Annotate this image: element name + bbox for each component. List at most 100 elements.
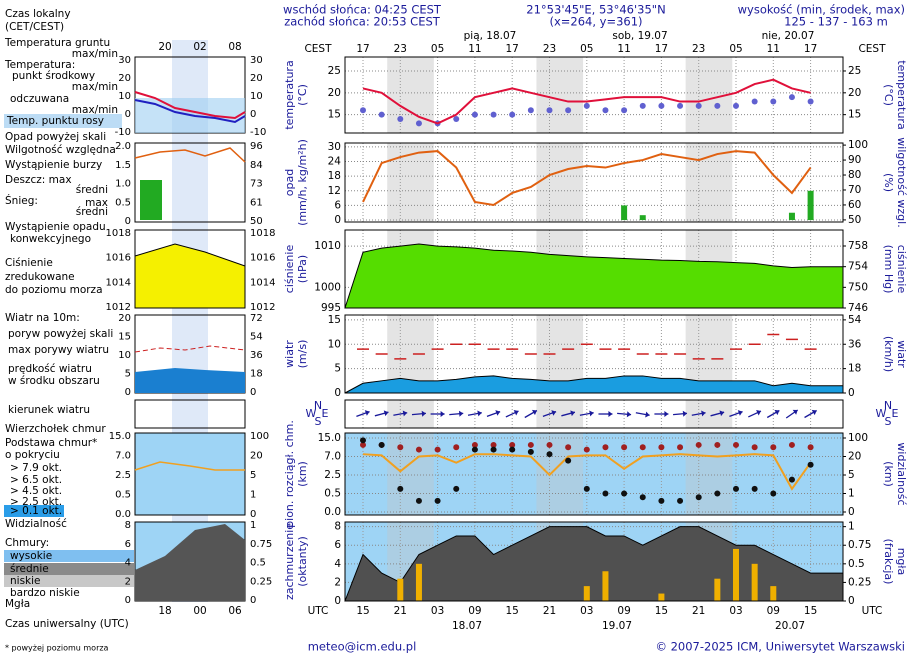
- dot: [770, 444, 777, 451]
- arrow-head: [570, 410, 575, 417]
- date-label: 18.07: [452, 620, 482, 632]
- y-tick-label: 6: [334, 539, 341, 551]
- dot: [509, 441, 516, 448]
- legend-text: Czas lokalny: [5, 8, 71, 20]
- dot: [807, 444, 814, 451]
- dot: [583, 485, 590, 492]
- mini-tick-label: 0: [125, 595, 131, 606]
- y2-tick-label: 0: [848, 387, 855, 399]
- mini-vis: [134, 461, 245, 471]
- legend-text: średni: [76, 206, 108, 218]
- panel-frame: [344, 314, 844, 394]
- wind-arrow: [561, 410, 576, 417]
- dot: [658, 497, 665, 504]
- mini-tick-label: 54: [250, 332, 263, 343]
- panel: [344, 432, 846, 516]
- mini-tick-label: 18: [250, 369, 263, 380]
- dot: [788, 94, 795, 101]
- wind-arrow: [748, 410, 762, 418]
- bar: [621, 205, 628, 221]
- dot: [602, 444, 609, 451]
- mini-time: 00: [193, 605, 206, 617]
- dot: [770, 98, 777, 105]
- legend-text: > 6.5 okt.: [10, 474, 62, 486]
- legend-text: o pokryciu: [5, 449, 60, 461]
- legend-text: średnie: [10, 563, 49, 575]
- dot: [490, 111, 497, 118]
- y-axis-label: zachmurzenie: [283, 523, 296, 600]
- utc-label: 15: [804, 605, 817, 617]
- legend-text: (CET/CEST): [5, 21, 64, 33]
- arrow-head: [458, 410, 464, 417]
- mini-time: 02: [193, 41, 206, 53]
- wind-arrow: [449, 410, 464, 417]
- arrow-head: [664, 411, 669, 417]
- mini-tick-label: 20: [250, 451, 263, 462]
- utc-label: 03: [431, 605, 444, 617]
- arrow-head: [756, 410, 761, 416]
- utc-label: 03: [729, 605, 742, 617]
- mini-rain: [140, 180, 162, 220]
- wind-arrow: [505, 410, 519, 418]
- copyright: © 2007-2025 ICM, Uniwersytet Warszawski: [655, 640, 905, 654]
- y2-tick-label: 20: [848, 451, 861, 463]
- compass-letter: W: [876, 407, 887, 420]
- y-tick-label: 8: [334, 521, 341, 533]
- y2-axis-label: widzialność: [895, 442, 908, 505]
- y2-tick-label: 5: [848, 469, 855, 481]
- utc-title: UTC: [308, 605, 329, 617]
- y2-axis-label: (%): [882, 173, 895, 192]
- dot: [677, 444, 684, 451]
- y2-tick-label: 0: [848, 595, 855, 607]
- dot: [639, 444, 646, 451]
- dot: [509, 446, 516, 453]
- y-axis-label: (hPa): [296, 255, 309, 283]
- series-line: [362, 150, 812, 206]
- panel: [344, 56, 846, 134]
- header-text: (x=264, y=361): [549, 15, 642, 29]
- bar: [770, 586, 777, 601]
- compass-letter: N: [314, 399, 322, 412]
- y2-axis-label: temperatura: [895, 60, 908, 129]
- mini-tick-label: 10: [118, 350, 131, 361]
- night-band: [685, 143, 733, 222]
- arrow-head: [531, 409, 537, 416]
- bar: [397, 578, 404, 601]
- header-text: 21°53'45"E, 53°46'35"N: [526, 3, 665, 17]
- y2-axis-label: (frakcja): [882, 539, 895, 585]
- wind-arrow: [617, 411, 632, 418]
- dot: [453, 116, 460, 123]
- compass-letter: E: [322, 407, 329, 420]
- bar: [583, 586, 590, 601]
- mini-tick-label: 20: [118, 73, 131, 84]
- y-tick-label: 1010: [314, 240, 341, 252]
- cest-label: 23: [394, 43, 407, 55]
- arrow-head: [719, 410, 725, 417]
- y-tick-label: 15: [328, 109, 341, 121]
- y-tick-label: 2.5: [324, 469, 341, 481]
- mini-tick-label: 96: [250, 141, 263, 152]
- legend-text: Mgła: [5, 598, 30, 610]
- arrow-head: [626, 411, 632, 418]
- cest-label: 11: [767, 43, 780, 55]
- mini-tick-label: 30: [250, 55, 263, 66]
- mini-tick-label: 4: [125, 558, 131, 569]
- mini-tick-label: 0: [125, 109, 131, 120]
- dot: [490, 446, 497, 453]
- mini-tick-label: 36: [250, 350, 263, 361]
- mini-tick-label: 7.0: [115, 451, 131, 462]
- wind-arrow: [356, 410, 370, 418]
- mini-cloud: [135, 524, 245, 601]
- legend-text: Ciśnienie: [5, 257, 53, 269]
- header-text: wysokość (min, środek, max): [738, 3, 905, 17]
- dot: [733, 485, 739, 492]
- wind-arrow: [430, 411, 445, 417]
- day-label: pią, 18.07: [464, 30, 517, 42]
- series-area: [344, 243, 844, 309]
- footnote: * powyżej poziomu morza: [5, 644, 109, 653]
- wind-arrow: [598, 411, 613, 417]
- mini-frame: [134, 142, 246, 223]
- dot: [583, 102, 590, 109]
- dot: [770, 490, 777, 497]
- dot: [565, 457, 572, 464]
